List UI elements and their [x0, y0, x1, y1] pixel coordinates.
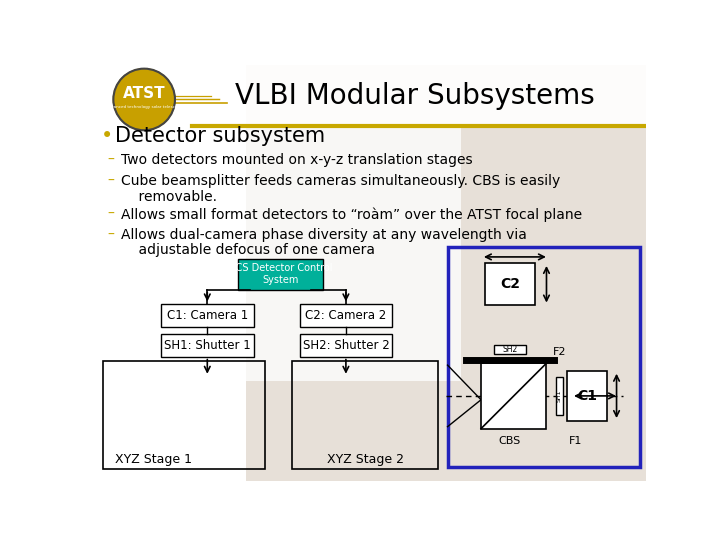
Bar	[104, 361, 265, 469]
Bar	[300, 334, 392, 356]
Bar	[485, 263, 535, 306]
Bar	[567, 371, 607, 421]
Bar	[494, 345, 526, 354]
Bar	[238, 259, 323, 289]
Text: C2: C2	[500, 277, 520, 291]
Text: Allows dual-camera phase diversity at any wavelength via: Allows dual-camera phase diversity at an…	[121, 228, 527, 242]
Text: adjustable defocus of one camera: adjustable defocus of one camera	[121, 244, 375, 258]
Text: –: –	[107, 153, 114, 167]
Text: ATST: ATST	[123, 86, 166, 101]
Text: C1: C1	[577, 389, 598, 403]
FancyBboxPatch shape	[246, 65, 647, 481]
Text: F1: F1	[569, 436, 582, 447]
Text: C1: Camera 1: C1: Camera 1	[166, 309, 248, 322]
Bar	[161, 304, 253, 327]
Text: Detector subsystem: Detector subsystem	[115, 126, 325, 146]
Text: C2: Camera 2: C2: Camera 2	[305, 309, 387, 322]
Text: F2: F2	[553, 347, 566, 357]
Text: SH2: SH2	[503, 345, 518, 354]
Text: SH2: Shutter 2: SH2: Shutter 2	[302, 339, 390, 352]
Bar	[448, 247, 640, 467]
Text: •: •	[101, 126, 113, 146]
Bar	[161, 334, 253, 356]
Text: –: –	[107, 174, 114, 188]
Bar	[292, 361, 438, 469]
Text: Two detectors mounted on x-y-z translation stages: Two detectors mounted on x-y-z translati…	[121, 153, 473, 167]
Text: CBS: CBS	[499, 436, 521, 447]
Text: SH1: Shutter 1: SH1: Shutter 1	[164, 339, 251, 352]
Text: Allows small format detectors to “roàm” over the ATST focal plane: Allows small format detectors to “roàm” …	[121, 207, 582, 222]
Bar	[556, 377, 562, 415]
Text: VLBI Modular Subsystems: VLBI Modular Subsystems	[235, 82, 595, 110]
FancyBboxPatch shape	[92, 126, 462, 381]
FancyBboxPatch shape	[92, 65, 647, 126]
Bar	[300, 304, 392, 327]
Text: DCS Detector Control
System: DCS Detector Control System	[228, 264, 333, 285]
Circle shape	[113, 69, 175, 130]
Bar	[481, 363, 546, 429]
Text: SH1: SH1	[557, 390, 562, 402]
Text: –: –	[107, 207, 114, 221]
Text: advanced technology solar telescope: advanced technology solar telescope	[106, 105, 182, 109]
Text: Cube beamsplitter feeds cameras simultaneously. CBS is easily: Cube beamsplitter feeds cameras simultan…	[121, 174, 560, 188]
Text: XYZ Stage 2: XYZ Stage 2	[327, 453, 404, 465]
Text: XYZ Stage 1: XYZ Stage 1	[115, 453, 192, 465]
Text: removable.: removable.	[121, 190, 217, 204]
Text: –: –	[107, 228, 114, 242]
